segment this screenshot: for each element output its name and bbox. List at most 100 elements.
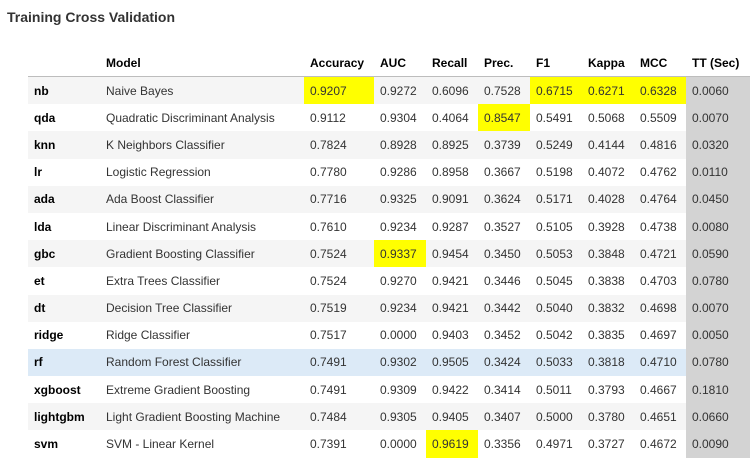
cell-mcc: 0.4762 [640,165,677,180]
cell-auc: 0.0000 [380,328,417,343]
cell-precision: 0.3414 [484,382,521,397]
cell-f1: 0.5053 [530,240,582,268]
cell-training-time: 0.0590 [686,240,750,268]
cell-recall: 0.9505 [426,348,478,377]
cell-precision: 0.3442 [478,294,530,322]
cell-mcc: 0.4816 [634,131,686,159]
cell-kappa: 0.3848 [582,240,634,268]
cell-accuracy: 0.7524 [310,273,347,288]
cell-precision: 0.3624 [478,185,530,213]
row-index: ada [28,185,100,213]
row-index: svm [34,437,59,452]
cell-mcc: 0.4738 [640,219,677,234]
cell-recall: 0.9091 [426,185,478,213]
header-auc: AUC [374,50,426,77]
cell-training-time: 0.0110 [686,158,750,186]
cell-auc: 0.8928 [374,131,426,159]
cell-f1: 0.5042 [536,328,573,343]
cross-validation-table: Model Accuracy AUC Recall Prec. F1 Kappa… [28,50,750,458]
cell-mcc: 0.4651 [634,403,686,431]
cell-f1: 0.5198 [536,165,573,180]
table-row: dt Decision Tree Classifier 0.7519 0.923… [28,294,750,322]
cell-accuracy: 0.7716 [304,185,374,213]
cell-recall: 0.9454 [426,240,478,268]
cell-recall: 0.6096 [426,76,478,105]
cell-recall: 0.9619 [426,430,478,458]
cell-precision: 0.3407 [478,403,530,431]
table-row: nb Naive Bayes 0.9207 0.9272 0.6096 0.75… [28,76,750,105]
cell-accuracy: 0.9112 [310,110,346,125]
cell-training-time: 0.0070 [686,294,750,322]
cell-mcc: 0.5509 [640,110,677,125]
cell-accuracy: 0.7491 [304,348,374,377]
table-row: svm SVM - Linear Kernel 0.7391 0.0000 0.… [28,430,750,458]
cell-recall: 0.8958 [432,165,469,180]
table-row: lr Logistic Regression 0.7780 0.9286 0.8… [28,158,750,186]
cell-kappa: 0.5068 [588,110,625,125]
header-model: Model [100,50,304,77]
cell-accuracy: 0.7484 [304,403,374,431]
cell-model: K Neighbors Classifier [100,131,304,159]
cell-kappa: 0.4144 [582,131,634,159]
cell-auc: 0.9325 [374,185,426,213]
cell-kappa: 0.4028 [582,185,634,213]
cell-kappa: 0.3818 [582,348,634,377]
cell-mcc: 0.4710 [634,348,686,377]
row-index: rf [28,348,100,377]
cell-model: Ada Boost Classifier [100,185,304,213]
table-row: xgboost Extreme Gradient Boosting 0.7491… [28,376,750,404]
cell-model: Extra Trees Classifier [106,273,221,288]
cell-f1: 0.5105 [536,219,573,234]
cell-model: Linear Discriminant Analysis [106,219,257,234]
cell-f1: 0.5040 [530,294,582,322]
cell-auc: 0.9337 [374,240,426,268]
table-row: rf Random Forest Classifier 0.7491 0.930… [28,348,750,377]
cell-mcc: 0.4721 [634,240,686,268]
header-f1: F1 [530,50,582,77]
cell-precision: 0.3356 [484,437,521,452]
cell-precision: 0.8547 [478,104,530,132]
cell-model: Naive Bayes [100,76,304,105]
cell-training-time: 0.0060 [686,76,750,105]
cell-precision: 0.3446 [484,273,521,288]
cell-kappa: 0.3727 [588,437,625,452]
row-index: lightgbm [28,403,100,431]
cell-training-time: 0.0050 [686,321,750,349]
cell-model: Logistic Regression [106,165,211,180]
cell-model: Ridge Classifier [106,328,191,343]
cell-mcc: 0.4703 [640,273,677,288]
cell-kappa: 0.4072 [588,165,625,180]
cell-model: Quadratic Discriminant Analysis [106,110,275,125]
table-row: qda Quadratic Discriminant Analysis 0.91… [28,104,750,132]
cell-training-time: 0.0070 [686,104,750,132]
cell-training-time: 0.0780 [686,267,750,295]
table-row: knn K Neighbors Classifier 0.7824 0.8928… [28,131,750,159]
row-index: lr [34,165,43,180]
cell-recall: 0.9405 [426,403,478,431]
cell-f1: 0.5011 [536,382,572,397]
row-index: dt [28,294,100,322]
cell-f1: 0.6715 [530,76,582,105]
cell-precision: 0.7528 [478,76,530,105]
cell-auc: 0.9309 [380,382,417,397]
header-mcc: MCC [634,50,686,77]
cell-accuracy: 0.7517 [310,328,347,343]
cell-f1: 0.5000 [530,403,582,431]
cell-auc: 0.9305 [374,403,426,431]
cell-precision: 0.3527 [484,219,521,234]
cell-precision: 0.3667 [484,165,521,180]
cell-model: Gradient Boosting Classifier [100,240,304,268]
cell-training-time: 0.0320 [686,131,750,159]
cell-mcc: 0.4764 [634,185,686,213]
cell-auc: 0.9234 [374,294,426,322]
cell-auc: 0.0000 [380,437,417,452]
cell-auc: 0.9286 [380,165,417,180]
cell-accuracy: 0.7491 [310,382,347,397]
cell-training-time: 0.0450 [686,185,750,213]
cell-recall: 0.4064 [432,110,469,125]
cell-f1: 0.5045 [536,273,573,288]
cell-precision: 0.3424 [478,348,530,377]
header-index [28,50,100,77]
cell-recall: 0.9422 [432,382,469,397]
cell-model: Decision Tree Classifier [100,294,304,322]
